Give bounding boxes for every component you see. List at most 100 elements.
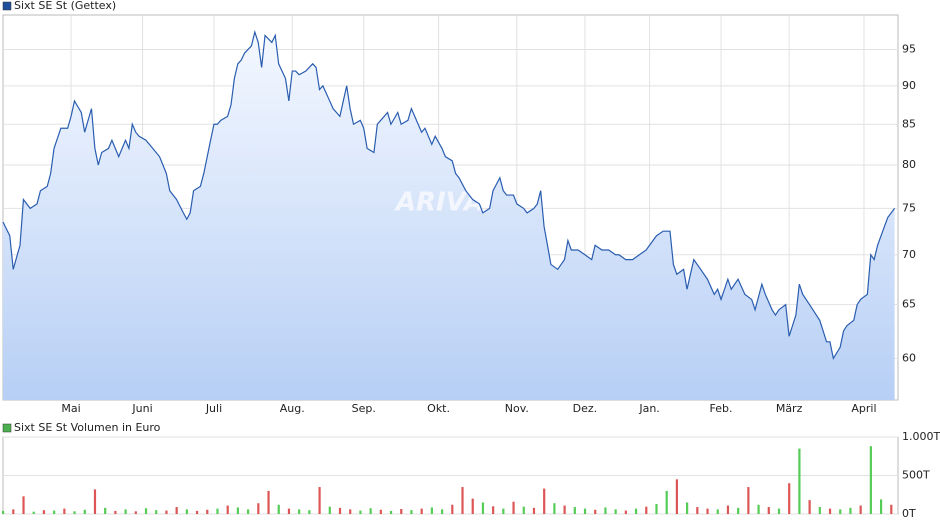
y-tick-label: 70 (902, 248, 916, 261)
volume-bar (726, 505, 730, 514)
volume-bar (328, 506, 331, 514)
volume-bar (522, 506, 525, 514)
volume-bar (798, 448, 801, 514)
volume-bar (185, 509, 188, 514)
volume-bar (216, 508, 219, 514)
x-tick-label: Nov. (505, 402, 529, 415)
volume-bar (63, 508, 66, 514)
price-area (3, 32, 895, 401)
volume-bar (624, 510, 627, 514)
volume-bar (32, 511, 35, 514)
volume-bar (114, 510, 117, 514)
volume-bar (83, 509, 86, 514)
x-tick-label: Dez. (573, 402, 598, 415)
volume-bar (583, 508, 587, 514)
volume-bar (277, 504, 280, 514)
volume-bar (318, 487, 321, 514)
x-tick-label: März (776, 402, 803, 415)
volume-bar (777, 508, 781, 514)
volume-bar (369, 508, 372, 514)
volume-bar (175, 507, 178, 514)
volume-bar (655, 503, 658, 514)
legend-swatch (2, 423, 12, 433)
volume-bar (706, 508, 709, 514)
volume-bar (287, 508, 291, 514)
volume-bar (849, 507, 852, 514)
volume-bar (451, 504, 454, 514)
x-tick-label: Okt. (427, 402, 450, 415)
volume-bar (308, 510, 311, 514)
y-tick-label: 1.000T (902, 430, 940, 443)
volume-bar (594, 509, 597, 514)
volume-bar (471, 498, 474, 514)
x-tick-label: Jan. (638, 402, 659, 415)
volume-bar (134, 511, 137, 514)
x-tick-label: Feb. (710, 402, 733, 415)
y-tick-label: 80 (902, 158, 916, 171)
volume-bar (42, 510, 46, 514)
volume-bar (2, 510, 5, 514)
volume-bar (512, 501, 515, 514)
volume-bar (349, 509, 352, 514)
volume-bar (818, 507, 821, 514)
volume-bar (553, 503, 556, 514)
volume-bar (93, 489, 97, 514)
volume-bar (839, 509, 842, 514)
y-tick-label: 90 (902, 79, 916, 92)
volume-bar (634, 508, 638, 514)
volume-bar (696, 507, 699, 514)
volume-bar (379, 509, 382, 514)
volume-bar (767, 507, 770, 514)
volume-bar (267, 490, 270, 514)
volume-bar (869, 446, 872, 514)
volume-bar (338, 507, 342, 514)
volume-bar (879, 499, 883, 514)
volume-bar (206, 509, 209, 514)
volume-bar (828, 508, 832, 514)
volume-bar (420, 508, 423, 514)
legend-label: Sixt SE St (Gettex) (14, 0, 116, 12)
volume-bar (481, 502, 485, 514)
volume-bar (236, 507, 240, 514)
y-tick-label: 95 (902, 42, 916, 55)
volume-bar (716, 509, 719, 514)
volume-bar (573, 507, 576, 514)
volume-bar (747, 487, 750, 514)
watermark: ARIVA (394, 188, 484, 218)
volume-bar (400, 508, 403, 514)
volume-bar (808, 500, 811, 514)
volume-bar (686, 502, 689, 514)
volume-bar (461, 487, 464, 514)
x-tick-label: April (851, 402, 876, 415)
volume-bar (359, 510, 362, 514)
volume-bar (757, 504, 760, 514)
x-tick-label: Aug. (280, 402, 305, 415)
x-tick-label: Sep. (352, 402, 376, 415)
volume-bar (104, 507, 107, 514)
volume-bar (604, 507, 607, 514)
volume-bar (645, 506, 648, 514)
y-tick-label: 65 (902, 298, 916, 311)
volume-bar (53, 510, 56, 514)
volume-bar (144, 508, 148, 514)
volume-bar (543, 488, 546, 514)
volume-bar (737, 507, 740, 514)
x-tick-label: Juli (205, 402, 222, 415)
volume-bar (165, 510, 168, 514)
volume-bar (859, 505, 862, 514)
x-tick-label: Mai (61, 402, 80, 415)
volume-bar (492, 506, 495, 514)
y-tick-label: 85 (902, 117, 916, 130)
volume-bar (22, 496, 25, 514)
volume-bar (665, 490, 668, 514)
volume-bar (675, 479, 679, 514)
x-tick-label: Juni (131, 402, 152, 415)
volume-bar (226, 505, 229, 514)
y-tick-label: 0T (902, 507, 916, 520)
volume-bar (563, 505, 566, 514)
legend-label: Sixt SE St Volumen in Euro (14, 421, 161, 434)
volume-bar (410, 510, 413, 514)
volume-bar (73, 511, 76, 514)
volume-bar (247, 509, 250, 514)
y-tick-label: 60 (902, 351, 916, 364)
